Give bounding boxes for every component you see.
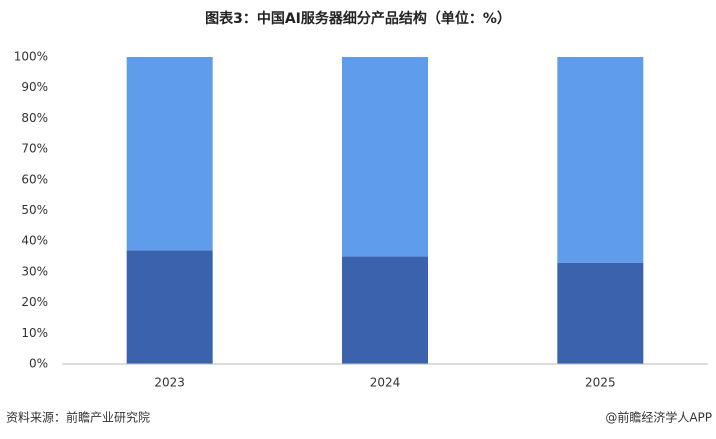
x-tick-label: 2024 <box>370 376 401 390</box>
y-tick-label: 30% <box>21 264 48 278</box>
y-tick-label: 50% <box>21 203 48 217</box>
bar-segment <box>342 256 428 364</box>
x-tick-label: 2023 <box>154 376 185 390</box>
bar-segment <box>126 57 213 251</box>
x-tick-label: 2025 <box>585 376 616 390</box>
bar-segment <box>342 57 428 257</box>
bar-segment <box>557 262 644 364</box>
y-tick-label: 40% <box>21 234 48 248</box>
y-tick-label: 100% <box>14 50 48 64</box>
y-tick-label: 80% <box>21 111 48 125</box>
bar-segment <box>126 250 213 364</box>
bar-segment <box>557 57 644 263</box>
source-note: 资料来源：前瞻产业研究院 <box>6 410 150 425</box>
y-tick-label: 0% <box>29 357 48 371</box>
chart-title: 图表3：中国AI服务器细分产品结构（单位：%） <box>205 10 511 27</box>
y-tick-label: 10% <box>21 326 48 340</box>
credit: @前瞻经济学人APP <box>605 410 712 425</box>
y-tick-label: 20% <box>21 295 48 309</box>
y-tick-label: 90% <box>21 80 48 94</box>
y-tick-label: 70% <box>21 142 48 156</box>
y-tick-label: 60% <box>21 172 48 186</box>
